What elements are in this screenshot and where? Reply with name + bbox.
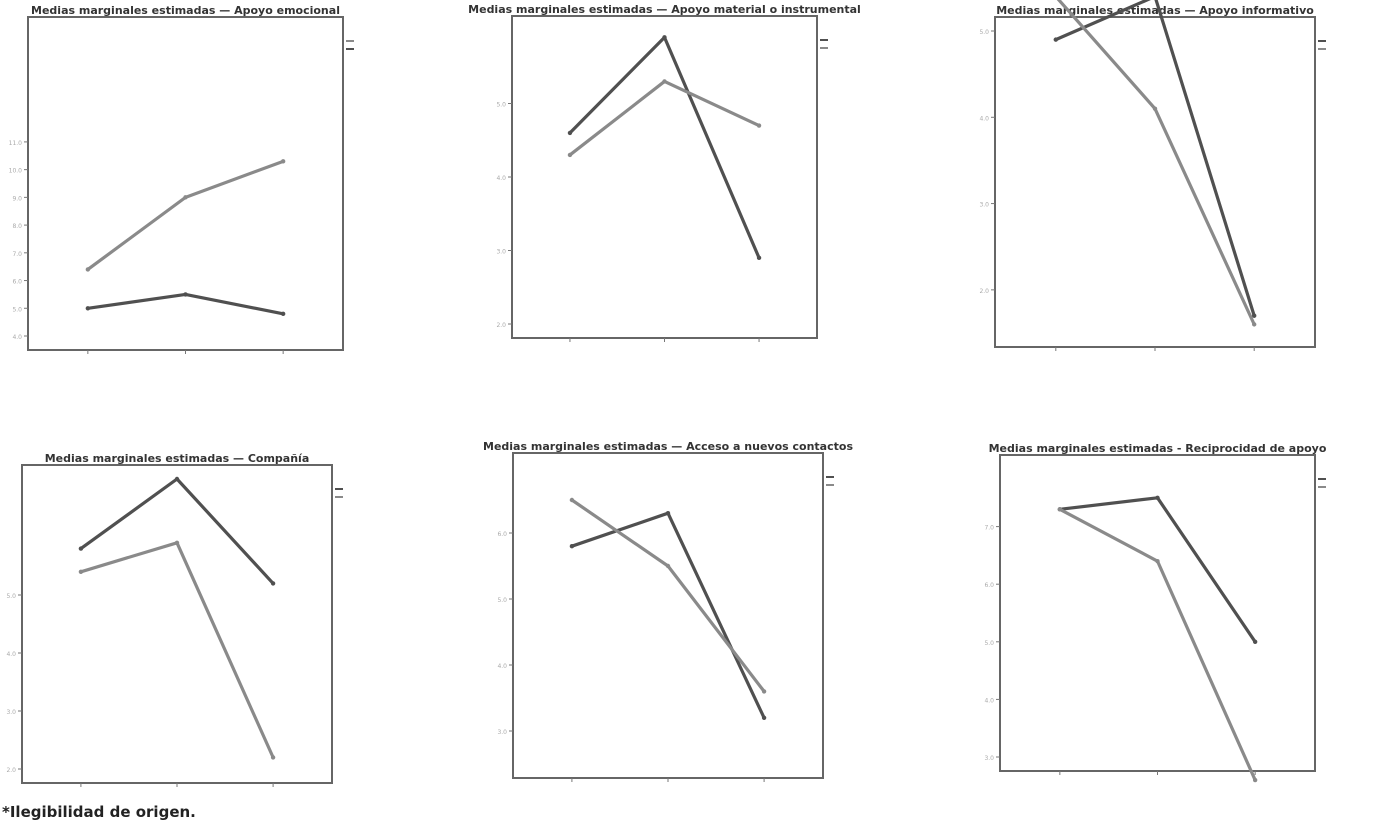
y-tick-label: 7.0 bbox=[984, 525, 994, 532]
y-tick-label: 2.0 bbox=[979, 288, 989, 295]
chart-title: Medias marginales estimadas — Compañía bbox=[45, 452, 310, 465]
data-point bbox=[1152, 106, 1158, 111]
plot-frame bbox=[512, 452, 824, 779]
data-point bbox=[1155, 558, 1160, 564]
y-tick-label: 3.0 bbox=[496, 249, 506, 256]
y-tick-label: 5.0 bbox=[497, 597, 507, 604]
y-tick-label: 4.0 bbox=[6, 651, 16, 658]
data-point bbox=[662, 35, 667, 40]
y-tick-label: 5.0 bbox=[12, 306, 22, 313]
y-tick-label: 6.0 bbox=[984, 582, 994, 589]
data-point bbox=[85, 306, 91, 311]
series-line bbox=[1055, 0, 1256, 317]
plot-frame bbox=[511, 15, 818, 339]
y-tick-label: 4.0 bbox=[497, 663, 507, 670]
chart-title: Medias marginales estimadas — Acceso a n… bbox=[483, 440, 853, 453]
data-point bbox=[183, 292, 188, 297]
y-tick-label: 10.0 bbox=[9, 168, 23, 175]
y-tick-label: 4.0 bbox=[496, 175, 506, 182]
data-point bbox=[183, 195, 188, 200]
y-tick-label: 7.0 bbox=[12, 251, 22, 258]
data-point bbox=[174, 476, 180, 482]
chart-1: Medias marginales estimadas — Apoyo emoc… bbox=[9, 4, 354, 354]
data-point bbox=[761, 689, 767, 694]
plot-frame bbox=[999, 454, 1316, 772]
footnote: *Ilegibilidad de origen. bbox=[2, 803, 196, 821]
y-tick-label: 11.0 bbox=[9, 140, 23, 147]
y-tick-label: 4.0 bbox=[984, 697, 994, 704]
y-tick-label: 6.0 bbox=[12, 279, 22, 286]
data-point bbox=[1057, 507, 1063, 512]
y-tick-label: 5.0 bbox=[496, 102, 506, 109]
data-point bbox=[662, 79, 667, 84]
chart-title: Medias marginales estimadas — Apoyo emoc… bbox=[31, 4, 340, 17]
y-tick-label: 3.0 bbox=[979, 202, 989, 209]
y-tick-label: 9.0 bbox=[12, 195, 22, 202]
data-point bbox=[756, 255, 762, 261]
data-point bbox=[280, 159, 286, 164]
y-tick-label: 5.0 bbox=[979, 29, 989, 36]
chart-5: Medias marginales estimadas — Acceso a n… bbox=[483, 440, 853, 782]
data-point bbox=[569, 497, 575, 503]
data-point bbox=[1155, 495, 1160, 500]
y-tick-label: 3.0 bbox=[497, 729, 507, 736]
data-point bbox=[756, 123, 762, 128]
data-point bbox=[567, 130, 573, 136]
y-tick-label: 3.0 bbox=[984, 755, 994, 762]
data-point bbox=[78, 569, 84, 574]
plot-frame bbox=[994, 16, 1316, 348]
data-point bbox=[174, 540, 180, 545]
plot-frame bbox=[21, 464, 333, 784]
chart-6: Medias marginales estimadas - Reciprocid… bbox=[984, 442, 1327, 783]
chart-title: Medias marginales estimadas — Apoyo mate… bbox=[468, 3, 861, 16]
y-tick-label: 5.0 bbox=[6, 593, 16, 600]
y-tick-label: 5.0 bbox=[984, 640, 994, 647]
y-tick-label: 4.0 bbox=[979, 115, 989, 122]
data-point bbox=[1252, 313, 1257, 318]
chart-4: Medias marginales estimadas — Compañía 2.… bbox=[6, 452, 343, 787]
data-point bbox=[1252, 777, 1258, 783]
data-point bbox=[761, 715, 767, 720]
y-tick-label: 8.0 bbox=[12, 223, 22, 230]
data-point bbox=[270, 755, 276, 760]
data-point bbox=[78, 546, 84, 551]
data-point bbox=[567, 152, 573, 158]
data-point bbox=[270, 581, 276, 586]
plot-frame bbox=[27, 16, 344, 351]
chart-title: Medias marginales estimadas — Apoyo info… bbox=[996, 4, 1314, 17]
y-tick-label: 2.0 bbox=[6, 767, 16, 774]
y-tick-label: 4.0 bbox=[12, 334, 22, 341]
chart-title: Medias marginales estimadas - Reciprocid… bbox=[989, 442, 1327, 455]
data-point bbox=[1252, 639, 1258, 644]
data-point bbox=[280, 311, 286, 317]
data-point bbox=[665, 511, 671, 516]
data-point bbox=[1252, 322, 1257, 327]
data-point bbox=[85, 267, 91, 272]
data-point bbox=[569, 544, 575, 549]
chart-3: Medias marginales estimadas — Apoyo info… bbox=[979, 0, 1326, 351]
y-tick-label: 3.0 bbox=[6, 709, 16, 716]
chart-2: Medias marginales estimadas — Apoyo mate… bbox=[468, 3, 861, 342]
data-point bbox=[665, 563, 671, 569]
y-tick-label: 6.0 bbox=[497, 531, 507, 538]
data-point bbox=[1053, 37, 1059, 42]
y-tick-label: 2.0 bbox=[496, 322, 506, 329]
